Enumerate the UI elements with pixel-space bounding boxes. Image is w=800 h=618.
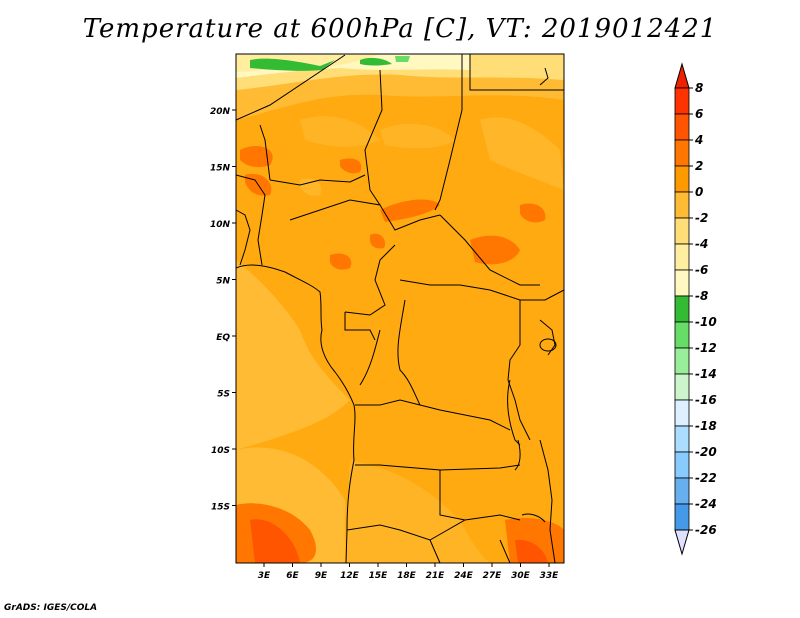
lat-tick-label: EQ [216,333,230,343]
colorbar-over-triangle [674,62,690,89]
colorbar-label: -4 [695,237,708,251]
lon-tick-label: 27E [483,571,503,581]
country-borders [235,54,565,564]
colorbar: 8 6 4 2 0 -2 -4 -6 -8 -10 -12 -14 -16 -18 -20 -22 -24 -26 [674,62,717,556]
colorbar-swatch [674,373,690,401]
lat-tick-label: 5N [216,277,230,287]
colorbar-swatch [674,503,690,531]
colorbar-label: 0 [695,185,703,199]
colorbar-swatch [674,321,690,349]
colorbar-label: -20 [695,445,717,459]
map-title: Temperature at 600hPa [C], VT: 201901242… [82,14,718,44]
colorbar-label: -24 [695,497,717,511]
colorbar-swatch [674,295,690,323]
lon-tick-label: 33E [540,571,560,581]
colorbar-label: -12 [695,341,717,355]
colorbar-label: -18 [695,419,717,433]
lat-tick-label: 10S [211,446,230,456]
colorbar-swatch [674,191,690,219]
lon-tick-label: 18E [397,571,417,581]
lon-tick-label: 6E [286,571,299,581]
colorbar-label: -16 [695,393,717,407]
lat-tick-label: 10N [210,220,231,230]
colorbar-label: -10 [695,315,717,329]
colorbar-swatch [674,139,690,167]
lat-tick-label: 20N [210,107,231,117]
lon-tick-label: 3E [258,571,271,581]
colorbar-swatch [674,425,690,453]
colorbar-label: 8 [695,81,703,95]
lon-tick-label: 24E [454,571,474,581]
colorbar-swatch [674,87,690,115]
latitude-axis: 20N 15N 10N 5N EQ 5S 10S 15S [210,107,236,513]
lat-tick-label: 5S [217,390,230,400]
colorbar-label: -22 [695,471,717,485]
colorbar-label: 6 [695,107,703,121]
lon-tick-label: 21E [426,571,446,581]
colorbar-swatch [674,113,690,141]
colorbar-under-triangle [674,529,690,556]
colorbar-label: -26 [695,523,717,537]
colorbar-label: -14 [695,367,717,381]
grads-credit: GrADS: IGES/COLA [4,603,98,613]
colorbar-label: -2 [695,211,708,225]
map-frame [235,53,565,564]
colorbar-swatch [674,451,690,479]
colorbar-swatch [674,165,690,193]
lon-tick-label: 15E [369,571,389,581]
temperature-field [236,54,564,563]
lat-tick-label: 15N [210,164,231,174]
colorbar-swatch [674,217,690,245]
lon-tick-label: 12E [340,571,360,581]
lon-tick-label: 30E [511,571,531,581]
longitude-axis: 3E 6E 9E 12E 15E 18E 21E 24E 27E 30E 33E [258,563,559,581]
colorbar-swatch [674,269,690,297]
lat-tick-label: 15S [211,503,230,513]
colorbar-label: 4 [694,133,703,147]
colorbar-swatch [674,399,690,427]
colorbar-swatch [674,347,690,375]
colorbar-label: 2 [695,159,703,173]
colorbar-swatch [674,243,690,271]
colorbar-label: -6 [695,263,708,277]
colorbar-label: -8 [695,289,708,303]
colorbar-swatch [674,477,690,505]
lon-tick-label: 9E [315,571,328,581]
